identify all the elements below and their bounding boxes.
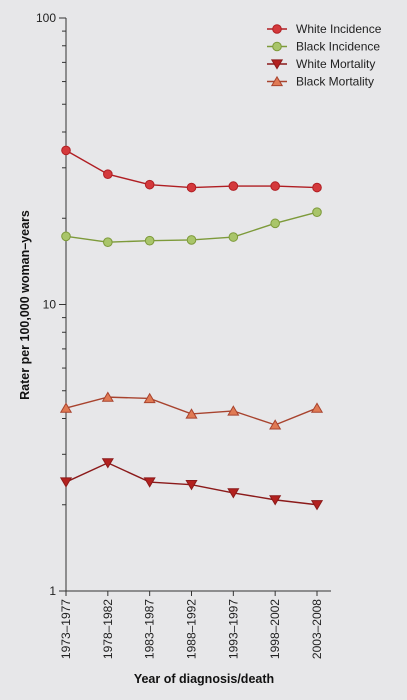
- legend-label: White Mortality: [296, 57, 375, 71]
- white-incidence-point: [186, 182, 197, 193]
- legend-swatch-marker: [272, 24, 282, 34]
- legend-item-black-mortality: Black Mortality: [267, 75, 374, 89]
- black-mortality-point: [101, 391, 114, 402]
- x-tick-label: 2003–2008: [310, 599, 324, 659]
- axes: [65, 18, 331, 592]
- y-tick-label: 100: [36, 11, 56, 25]
- black-mortality-point: [269, 419, 282, 430]
- legend-label: Black Mortality: [296, 75, 374, 89]
- black-mortality-point: [227, 405, 240, 416]
- y-axis-ticks: 1 10 100: [36, 11, 66, 598]
- black-incidence-point: [312, 207, 322, 217]
- legend: White Incidence Black Incidence White Mort…: [267, 22, 382, 89]
- black-incidence-point: [228, 232, 239, 242]
- series-black-incidence: [61, 207, 322, 247]
- x-tick-label: 1973–1977: [59, 599, 73, 659]
- legend-label: Black Incidence: [296, 40, 380, 54]
- legend-swatch-marker: [270, 75, 284, 87]
- white-mortality-point: [227, 488, 240, 499]
- legend-item-black-incidence: Black Incidence: [267, 40, 380, 54]
- series-black-mortality: [59, 391, 324, 430]
- x-tick-label: 1998–2002: [268, 599, 282, 659]
- white-incidence-point: [61, 145, 71, 156]
- y-tick-label: 1: [49, 584, 56, 598]
- black-incidence-point: [186, 235, 197, 245]
- legend-item-white-mortality: White Mortality: [267, 57, 375, 71]
- white-incidence-point: [312, 182, 322, 193]
- black-incidence-point: [103, 237, 113, 247]
- legend-swatch-marker: [270, 59, 284, 70]
- x-tick-label: 1993–1997: [226, 599, 240, 659]
- x-axis-label: Year of diagnosis/death: [134, 672, 274, 686]
- black-mortality-point: [310, 402, 324, 413]
- black-mortality-point: [143, 392, 156, 404]
- white-mortality-point: [310, 500, 324, 511]
- black-incidence-point: [270, 218, 280, 229]
- legend-label: White Incidence: [296, 22, 382, 36]
- white-incidence-point: [144, 179, 155, 190]
- black-mortality-point: [59, 402, 73, 413]
- legend-item-white-incidence: White Incidence: [267, 22, 382, 36]
- x-tick-label: 1988–1992: [185, 599, 199, 659]
- series-lines: [59, 145, 324, 511]
- white-mortality-point: [185, 480, 198, 491]
- white-incidence-line: [65, 149, 318, 189]
- x-tick-label: 1983–1987: [143, 599, 157, 659]
- y-axis-label: Rater per 100,000 woman–years: [18, 210, 32, 400]
- white-mortality-point: [143, 477, 156, 488]
- black-incidence-point: [61, 231, 71, 242]
- x-axis-ticks: 1973–1977 1978–1982 1983–1987 1988–1992 1993…: [59, 591, 324, 659]
- white-incidence-point: [270, 181, 280, 191]
- legend-swatch-marker: [272, 41, 282, 52]
- white-mortality-point: [101, 458, 114, 469]
- series-white-incidence: [61, 145, 322, 193]
- black-incidence-point: [144, 235, 155, 246]
- black-mortality-point: [185, 408, 198, 419]
- x-tick-label: 1978–1982: [101, 599, 115, 659]
- white-mortality-point: [59, 477, 73, 488]
- series-white-mortality: [59, 458, 324, 511]
- white-mortality-point: [269, 495, 282, 506]
- y-tick-label: 10: [43, 298, 57, 312]
- white-incidence-point: [228, 181, 239, 191]
- white-incidence-point: [103, 169, 113, 179]
